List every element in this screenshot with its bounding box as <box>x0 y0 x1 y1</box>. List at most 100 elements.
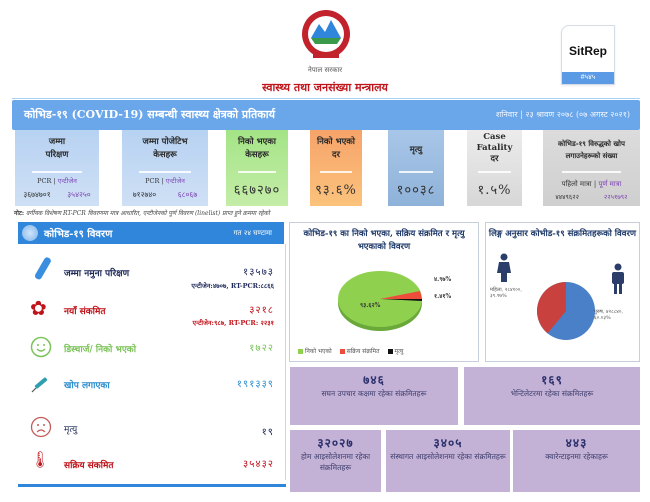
card-value: ६६७२७० <box>233 183 281 198</box>
chart-title: लिङ्ग अनुसार कोभीड-१९ संक्रमितहरूको विवर… <box>488 229 637 239</box>
box-value: ४४३ <box>565 436 588 450</box>
pcr-label: PCR <box>37 177 52 185</box>
sitrep-badge: SitRep #५४५ <box>561 25 615 85</box>
sitrep-number: #५४५ <box>562 72 614 84</box>
note-text: वर्गीयक विशेषण RT-PCR विवरणमा मात्र आधार… <box>26 210 270 217</box>
last24-body: जम्मा नमुना परिक्षण १३५७३ एन्टीजेन:४७०७,… <box>18 244 284 484</box>
card-title: कोभिड-१९ विरुद्धको खोप <box>558 139 625 148</box>
card-title: दर <box>332 150 340 160</box>
antigen-label: एन्टीजेन <box>57 177 77 185</box>
last24-subtitle: गत २४ घण्टामा <box>233 229 272 237</box>
nepal-emblem-logo <box>297 8 355 64</box>
card-deaths: मृत्यु १००३८ <box>388 130 444 206</box>
row-label-discharged: डिस्चार्ज/ निको भएको <box>64 345 137 355</box>
pcr-value: ७१२७४० <box>132 190 157 199</box>
antigen-value: ३५४२५० <box>67 190 91 199</box>
first-dose-label: पहिलो मात्रा <box>561 180 592 188</box>
banner-title: कोभिड-१९ (COVID-19) सम्बन्धी स्वास्थ्य क… <box>24 108 275 121</box>
card-value: १.५% <box>477 183 512 198</box>
row-value-discharged: १७२२ <box>249 343 274 354</box>
card-title: दर <box>490 154 499 164</box>
box-label: सघन उपचार कक्षमा रहेका संक्रमितहरू <box>321 389 427 398</box>
row-sub-tests: एन्टीजेन:४७०७, RT-PCR:८८६६ <box>191 282 274 290</box>
card-recovery-rate: निको भएको दर ९३.६% <box>310 130 362 206</box>
card-recovered: निको भएका केसहरू ६६७२७० <box>226 130 288 206</box>
card-title: मृत्यु <box>409 145 423 155</box>
pie-label-active: ४.९७% <box>434 276 452 283</box>
chart-legend: निको भएको सक्रिय संक्रमित मृत्यु <box>298 347 403 355</box>
panel-border <box>285 244 286 480</box>
card-divider <box>399 171 433 173</box>
card-title: केसहरू <box>245 150 269 160</box>
virus-cluster-icon: ✿ <box>30 296 47 320</box>
separator: | <box>161 177 164 185</box>
row-value-deaths: १९ <box>261 427 274 438</box>
icu-box: ७४६ सघन उपचार कक्षमा रहेका संक्रमितहरू <box>290 367 458 425</box>
card-case-fatality: Case Fatality दर १.५% <box>467 130 522 206</box>
full-dose-label: पूर्ण मात्रा <box>598 180 622 188</box>
last24-title: कोभिड-१९ विवरण <box>44 229 113 240</box>
full-dose-value: २२५१७९२ <box>603 193 628 201</box>
card-title: जम्मा <box>48 137 66 147</box>
row-value-tests: १३५७३ <box>243 267 274 278</box>
card-title: निको भएको <box>316 137 355 147</box>
test-tube-icon <box>32 256 52 287</box>
card-divider <box>478 171 511 173</box>
pie-label-male: पुरुष, ४२८८४०, ६०.०३% <box>594 309 624 321</box>
card-vaccination: कोभिड-१९ विरुद्धको खोप लगाउनेहरूको संख्या… <box>543 130 640 206</box>
sad-face-icon <box>30 416 52 443</box>
card-title: लगाउनेहरूको संख्या <box>565 151 618 160</box>
ministry-title: स्वास्थ्य तथा जनसंख्या मन्त्रालय <box>262 81 388 94</box>
card-title: Case <box>483 132 506 142</box>
pie-graphic <box>338 271 422 331</box>
box-label: होम आइसोलेशनमा रहेका संक्रमितहरू <box>300 452 371 472</box>
row-value-active: ३५४३२ <box>243 459 274 470</box>
legend-item: निको भएको <box>298 347 332 355</box>
card-title: Fatality <box>476 143 513 153</box>
institutional-isolation-box: ३४०५ संस्थागत आइसोलेशनमा रहेका संक्रमितह… <box>386 430 510 492</box>
box-label: क्वारेन्टाइनमा रहेकाहरू <box>545 452 608 461</box>
row-sub-new-cases: एन्टीजेन:९८७, RT-PCR: २२३१ <box>192 319 274 327</box>
card-title: जम्मा पोजेटिभ <box>142 137 188 147</box>
male-icon <box>610 263 626 299</box>
pie-graphic <box>537 282 595 340</box>
card-divider <box>238 171 276 173</box>
card-divider <box>562 171 621 173</box>
last24-header: कोभिड-१९ विवरण गत २४ घण्टामा <box>18 222 284 244</box>
card-title: केसहरू <box>153 150 177 160</box>
row-value-new-cases: ३२१८ <box>249 305 274 316</box>
smile-icon <box>30 336 52 363</box>
syringe-icon <box>30 372 52 399</box>
card-total-tests: जम्मा परिक्षण PCR | एन्टीजेन ३६७४७०१ ३५४२५… <box>15 130 99 206</box>
header-divider <box>12 98 640 99</box>
ventilator-box: १६९ भेन्टिलेटरमा रहेका संक्रमितहरू <box>464 367 640 425</box>
box-value: ७४६ <box>363 373 385 387</box>
row-label-new-cases: नयाँ संकमित <box>64 307 106 317</box>
government-label: नेपाल सरकार <box>307 66 343 74</box>
antigen-label: एन्टीजेन <box>165 177 185 185</box>
sitrep-title: SitRep <box>568 44 607 58</box>
quarantine-box: ४४३ क्वारेन्टाइनमा रहेकाहरू <box>513 430 640 492</box>
first-dose-value: ४४४९६२२ <box>555 193 580 201</box>
card-divider <box>320 171 352 173</box>
box-label: भेन्टिलेटरमा रहेका संक्रमितहरू <box>510 389 594 398</box>
virus-icon <box>22 225 38 241</box>
pie-label-female: महिला, २८४१००, ३९.९७% <box>490 287 522 299</box>
chart-title: कोभिड-१९ का निको भएका, सक्रिय संक्रमित र… <box>303 229 465 252</box>
pie-label-recovered: ९३.६२% <box>360 302 381 309</box>
legend-item: सक्रिय संक्रमित <box>339 347 380 355</box>
panel-bottom-bar <box>18 484 286 487</box>
card-value: ९३.६% <box>315 183 357 198</box>
separator: | <box>53 177 56 185</box>
row-label-deaths: मृत्यु <box>64 425 78 435</box>
card-divider <box>139 171 191 173</box>
gender-pie-chart: लिङ्ग अनुसार कोभीड-१९ संक्रमितहरूको विवर… <box>485 222 640 362</box>
box-value: ३४०५ <box>433 436 463 450</box>
footnote: नोट: वर्गीयक विशेषण RT-PCR विवरणमा मात्र… <box>14 209 414 217</box>
pie-label-death: १.४१% <box>434 293 452 300</box>
row-label-tests: जम्मा नमुना परिक्षण <box>64 269 130 279</box>
report-banner: कोभिड-१९ (COVID-19) सम्बन्धी स्वास्थ्य क… <box>12 100 640 130</box>
pcr-label: PCR <box>145 177 160 185</box>
card-title: निको भएका <box>237 137 276 147</box>
pcr-value: ३६७४७०१ <box>23 190 51 199</box>
